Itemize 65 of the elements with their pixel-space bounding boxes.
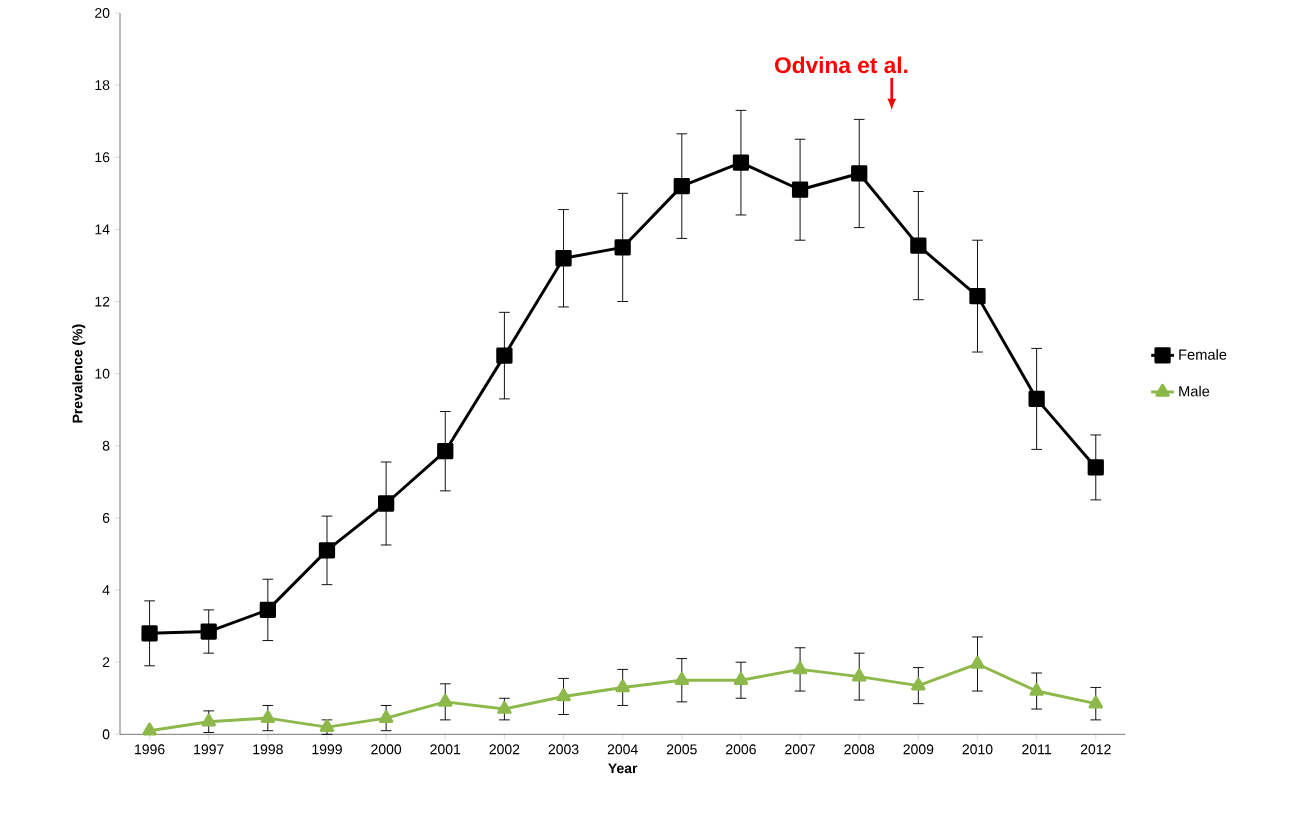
x-tick-label: 2012 [1080, 744, 1111, 755]
point [1028, 390, 1045, 408]
x-tick-label: 2004 [607, 744, 638, 755]
x-tick-label: 1996 [135, 744, 165, 755]
legend-label: Male [1179, 385, 1210, 397]
y-tick-label: 18 [95, 80, 110, 91]
y-tick-label: 0 [102, 729, 110, 740]
point [733, 672, 749, 686]
point [377, 495, 395, 512]
x-tick-label: 1999 [312, 744, 342, 755]
point [555, 250, 572, 267]
x-tick-label: 1997 [194, 744, 224, 755]
y-tick-label: 8 [102, 440, 110, 451]
point [851, 668, 867, 682]
x-tick-label: 2008 [844, 744, 875, 755]
point [378, 709, 394, 723]
x-tick-label: 2003 [548, 744, 579, 755]
x-tick-label: 2010 [962, 744, 993, 755]
point [260, 709, 276, 723]
point [319, 718, 335, 732]
point [673, 177, 690, 195]
point [969, 287, 986, 305]
point [970, 655, 985, 669]
point [437, 443, 454, 460]
y-tick-label: 10 [95, 368, 110, 379]
x-tick-label: 2006 [726, 744, 756, 755]
point [141, 625, 158, 642]
point [792, 661, 808, 675]
x-axis-title: Year [608, 763, 638, 774]
legend-label: Female [1179, 349, 1227, 360]
point [556, 688, 571, 702]
y-tick-label: 14 [95, 224, 110, 235]
point [614, 239, 631, 256]
point [791, 181, 809, 198]
y-tick-label: 6 [102, 512, 110, 523]
point [496, 347, 513, 364]
y-tick-label: 2 [102, 657, 110, 668]
x-tick-label: 2002 [489, 744, 520, 755]
x-tick-label: 2009 [903, 744, 934, 755]
point [910, 237, 927, 254]
x-tick-label: 2005 [666, 744, 697, 755]
point [1087, 459, 1104, 476]
point [615, 679, 630, 693]
point [318, 542, 336, 559]
y-tick-label: 12 [95, 296, 110, 307]
point [259, 601, 276, 619]
point [438, 693, 453, 707]
y-tick-label: 16 [95, 152, 110, 163]
y-axis-title: Prevalence (%) [72, 324, 86, 423]
y-tick-label: 20 [95, 8, 110, 18]
point [200, 623, 217, 640]
x-tick-label: 2007 [785, 744, 815, 755]
point [142, 722, 157, 736]
point [674, 672, 690, 686]
point [732, 154, 750, 171]
x-tick-label: 2011 [1022, 744, 1051, 755]
point [911, 677, 926, 691]
x-tick-label: 2001 [430, 744, 461, 755]
x-tick-label: 2000 [371, 744, 402, 755]
x-tick-label: 1998 [253, 744, 283, 755]
annotation: Odvina et al. [775, 56, 908, 74]
point [1088, 695, 1104, 709]
point [851, 165, 868, 182]
point [1029, 682, 1044, 696]
y-tick-label: 4 [102, 585, 110, 595]
